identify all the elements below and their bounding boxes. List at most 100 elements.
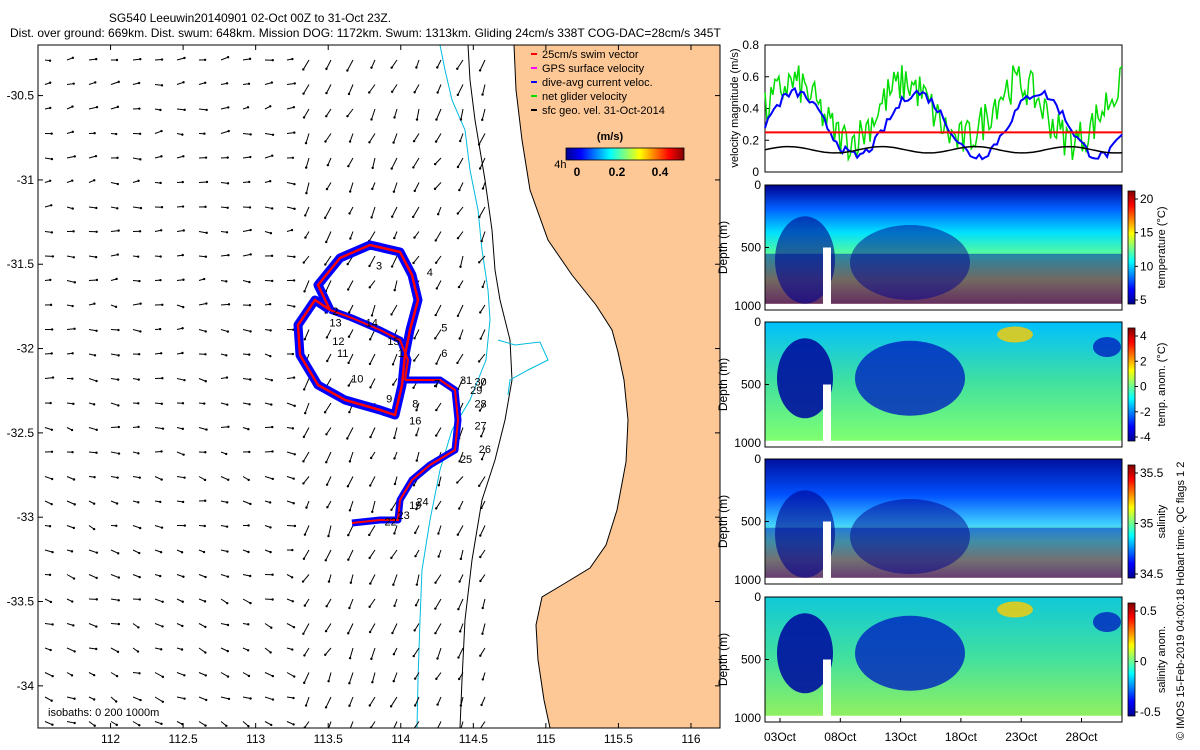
current-arrow [286,402,295,407]
current-arrow-head [413,91,416,94]
current-arrow-head [226,403,229,406]
current-arrow [325,108,332,117]
current-arrow [88,549,98,554]
isobath-shelf [497,339,549,396]
current-arrow-head [50,231,54,234]
current-arrow [110,378,119,381]
current-arrow-head [248,57,252,61]
current-arrow-head [480,703,483,707]
current-arrow-head [181,624,184,628]
current-arrow [415,427,420,436]
current-arrow-head [413,337,416,340]
current-arrow [435,231,442,241]
current-arrow-head [291,156,295,159]
legend-label: 25cm/s swim vector [542,49,639,61]
current-arrow [370,378,376,388]
waypoint-label: 27 [474,421,486,433]
current-arrow-head [304,214,307,217]
section-eddy-2 [850,499,970,574]
current-arrow-head [137,425,140,429]
current-arrow-head [138,672,141,675]
current-arrow [436,280,442,289]
current-arrow-head [180,551,184,554]
current-arrow-head [93,179,96,182]
current-arrow-head [458,630,462,633]
current-arrow-head [202,550,206,554]
current-arrow-head [203,58,207,62]
current-arrow-head [327,580,331,583]
current-arrow [264,598,273,601]
current-arrow [286,721,294,725]
current-arrow-head [50,328,54,331]
current-arrow-head [161,675,165,679]
current-arrow [286,82,295,85]
colorbar-tick-label: 2 [1140,354,1147,368]
current-arrow-head [92,403,96,406]
current-arrow [304,647,310,656]
current-arrow-head [324,140,327,143]
current-arrow-head [248,206,252,209]
current-arrow [303,427,310,438]
current-arrow-head [326,163,330,167]
current-arrow-head [160,129,163,133]
current-arrow [435,402,442,411]
current-arrow-head [292,502,295,505]
current-arrow-head [325,114,328,118]
map-xtick-label: 115.5 [604,732,633,746]
current-arrow-head [137,501,140,504]
current-arrow [220,696,230,700]
current-arrow [303,672,310,684]
section-plot-sal [765,459,1122,584]
current-arrow [110,329,119,331]
current-arrow-head [302,681,306,685]
waypoint-label: 4 [427,267,433,279]
current-arrow-head [481,285,484,289]
current-arrow-head [116,253,119,256]
current-arrow-head [95,647,98,651]
current-arrow-head [205,180,209,184]
current-arrow-head [159,574,162,578]
isobath-legend: isobaths: 0 200 1000m [48,707,159,719]
current-arrow-head [226,550,229,553]
current-arrow-head [269,354,272,358]
current-arrow-head [302,435,306,439]
current-arrow [326,598,332,607]
current-arrow [154,476,162,481]
current-arrow-head [415,434,418,437]
current-arrow-head [204,205,207,209]
current-arrow-head [435,362,438,365]
current-arrow-head [413,189,416,193]
current-arrow-head [160,722,163,726]
map-colorbar-tick: 0 [574,165,581,179]
current-arrow-head [414,604,418,607]
current-arrow-head [225,280,228,283]
current-arrow [370,647,376,660]
current-arrow-head [291,352,295,356]
current-arrow-head [49,600,53,604]
current-arrow [305,157,310,168]
dac-track-loop-2 [351,376,462,527]
current-arrow-head [371,166,374,170]
current-arrow [242,156,251,159]
section-eddy-1 [775,216,835,304]
current-arrow [456,476,464,483]
current-arrow [264,155,273,159]
current-arrow-head [117,576,121,579]
current-arrow-head [50,502,53,506]
current-arrow-head [269,105,272,108]
current-arrow-head [92,527,96,531]
current-arrow-head [161,427,165,430]
current-arrow-head [271,450,274,453]
current-arrow [370,721,376,728]
current-arrow [198,108,207,111]
current-arrow-head [436,91,439,94]
current-arrow [286,672,295,677]
colorbar-tick-label: -4 [1140,430,1151,444]
current-arrow-head [323,411,327,414]
current-arrow-head [138,279,141,283]
current-arrow [435,623,442,634]
section-ytick-label: 0 [754,452,761,466]
current-arrow [242,253,251,257]
current-arrow [324,255,332,265]
current-arrow [264,450,273,453]
